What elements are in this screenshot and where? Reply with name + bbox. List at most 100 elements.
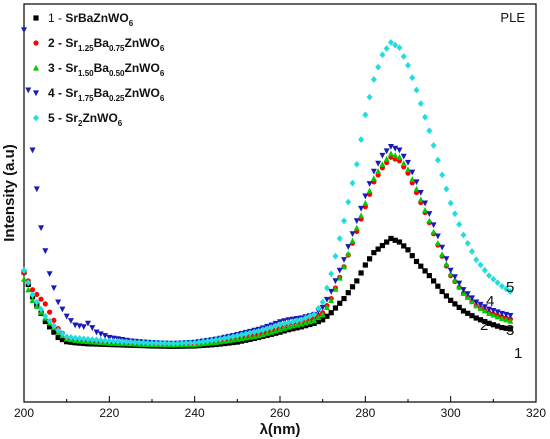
series-4-point: [349, 231, 356, 237]
series-5-point: [494, 279, 501, 287]
series-5-point: [319, 298, 326, 306]
series-1-point: [401, 243, 407, 249]
series-4-point: [451, 274, 458, 280]
series-4-point: [370, 168, 377, 175]
series-1-point: [499, 324, 505, 331]
series-3-point: [370, 175, 377, 182]
series-1-point: [503, 325, 509, 331]
series-4-point: [323, 296, 330, 303]
series-3-point: [481, 307, 488, 314]
series-5-point: [422, 113, 429, 121]
series-5-point: [328, 270, 335, 278]
series-5-point: [97, 336, 104, 344]
series-3-point: [294, 321, 301, 328]
series-1-point: [452, 301, 458, 307]
legend-label-part: ZnWO: [125, 36, 160, 50]
series-1-point: [281, 328, 287, 334]
series-5-point: [170, 340, 177, 347]
series-3-point: [439, 251, 446, 258]
series-1-point: [362, 262, 368, 268]
series-5-point: [349, 179, 356, 187]
series-4-point: [353, 218, 360, 225]
series-2-point: [34, 291, 40, 298]
series-1-point: [448, 297, 454, 303]
series-3-point: [464, 294, 471, 301]
series-5-point: [29, 291, 36, 299]
legend-label-part: 6: [160, 69, 165, 78]
series-4-point: [375, 160, 382, 167]
series-3-point: [289, 322, 296, 329]
series-3-point: [366, 187, 373, 194]
series-5-point: [225, 333, 232, 341]
x-tick-label: 300: [441, 406, 461, 420]
series-4-point: [29, 147, 36, 154]
series-3-point: [33, 303, 40, 309]
x-axis: 200 220 240 260 280 300 320: [14, 396, 546, 420]
series-1-point: [324, 313, 330, 319]
series-1-point: [68, 339, 74, 345]
series-1-point: [64, 339, 70, 345]
series-5-point: [89, 336, 96, 343]
series-2-point: [47, 309, 53, 315]
series-1-point: [230, 339, 236, 346]
series-1-point: [507, 326, 513, 332]
series-5-point: [353, 160, 360, 168]
series-end-label-5: 5: [506, 279, 514, 296]
x-tick-label: 200: [14, 406, 34, 420]
series-4-point: [102, 333, 109, 339]
series-1-point: [473, 315, 479, 321]
series-3-point: [456, 283, 463, 290]
legend-entry-1: 1 - SrBaZnWO6: [33, 11, 134, 28]
series-2-point: [38, 296, 44, 302]
series-5-point: [396, 44, 403, 52]
series-1-point: [367, 256, 373, 262]
series-5-point: [38, 305, 45, 313]
series-4-point: [80, 324, 87, 331]
series-5-point: [375, 63, 382, 71]
series-4-point: [447, 267, 454, 274]
legend-label-part: 6: [160, 94, 165, 103]
series-3-point: [328, 297, 335, 303]
legend-label: 3 - Sr1.50Ba0.50ZnWO6: [48, 61, 165, 78]
series-2: [21, 154, 513, 347]
legend-label: 4 - Sr1.75Ba0.25ZnWO6: [48, 86, 165, 103]
legend-label-part: Ba: [94, 36, 110, 50]
series-4-point: [67, 318, 74, 324]
series-1-point: [59, 336, 65, 343]
series-1-point: [456, 304, 462, 311]
series-3-point: [323, 304, 330, 311]
series-3-point: [405, 166, 411, 173]
legend-label-part: 6: [118, 119, 123, 128]
series-4-point: [341, 257, 347, 263]
series-1-point: [341, 295, 347, 302]
series-5-point: [50, 322, 57, 330]
series-5-point: [221, 334, 228, 342]
series-5-point: [21, 266, 27, 274]
series-4-point: [336, 267, 343, 274]
legend-label-part: 4 - Sr: [48, 86, 78, 100]
series-5-point: [106, 337, 113, 345]
legend-label-part: 0.25: [109, 94, 125, 103]
series-4-point: [434, 233, 441, 240]
series-1-point: [490, 322, 496, 328]
series-3-point: [396, 154, 403, 160]
series-5-point: [268, 324, 275, 331]
series-5-point: [208, 337, 215, 344]
legend-label: 5 - Sr2ZnWO6: [48, 111, 123, 128]
series-1-point: [320, 317, 326, 323]
series-5-point: [481, 266, 488, 274]
series-1-point: [482, 318, 488, 325]
series-3-point: [379, 161, 386, 167]
series-3-point: [387, 150, 394, 157]
series-4-point: [25, 87, 32, 94]
series-3-point: [507, 318, 514, 324]
series-5-point: [332, 252, 339, 260]
series-5-point: [473, 256, 480, 264]
series-3-point: [362, 199, 369, 206]
series-5-point: [195, 338, 202, 346]
series-3-point: [486, 310, 493, 317]
y-axis-title: Intensity (a.u): [1, 144, 18, 242]
series-1-point: [388, 235, 394, 242]
series-4-point: [456, 280, 463, 287]
series-4-point: [21, 27, 27, 34]
